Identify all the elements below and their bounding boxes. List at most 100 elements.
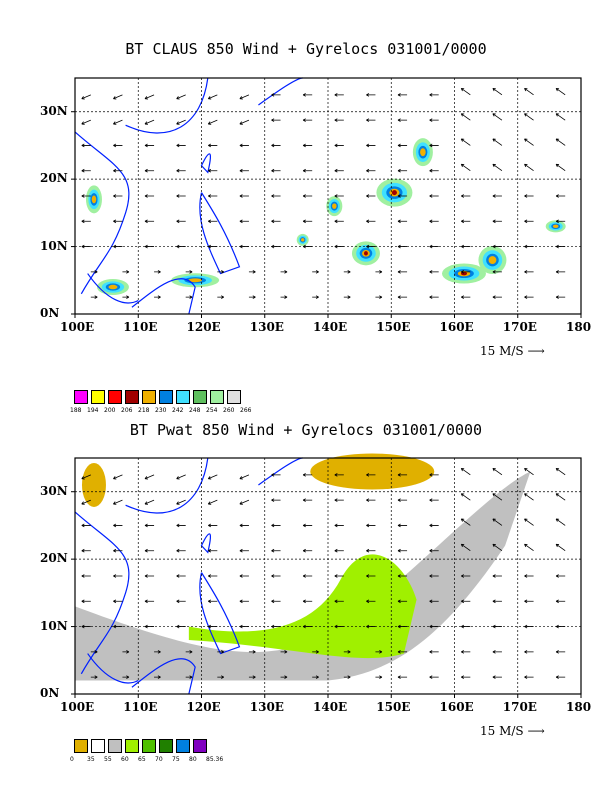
wind-arrow	[185, 675, 193, 679]
wind-arrow	[334, 219, 344, 224]
colorbar-label: 0	[70, 756, 74, 763]
wind-arrow	[113, 474, 123, 480]
wind-arrow	[154, 270, 161, 274]
colorbar-label: 85.36	[206, 756, 224, 763]
wind-arrow	[334, 599, 344, 604]
wind-arrow	[113, 523, 123, 528]
wind-arrow	[113, 168, 123, 173]
wind-arrow	[208, 599, 218, 604]
wind-arrow	[397, 295, 408, 299]
wind-arrow	[176, 119, 186, 125]
wind-arrow	[271, 118, 281, 122]
wind-arrow	[302, 574, 313, 578]
wind-scale-arrow-icon: ⟶	[527, 344, 545, 358]
wind-arrow	[176, 194, 186, 198]
coastlines	[74, 77, 303, 315]
dry-region	[310, 453, 435, 490]
wind-arrow	[334, 473, 344, 477]
wind-arrow	[271, 599, 281, 604]
wind-arrow	[271, 143, 281, 148]
panel2-wind-scale-label: 15 M/S ⟶	[480, 724, 545, 738]
colorbar-swatch	[193, 739, 207, 753]
wind-arrow	[492, 163, 503, 172]
wind-arrow	[81, 599, 91, 604]
wind-arrow	[492, 138, 503, 146]
wind-arrow	[312, 270, 319, 274]
wind-arrow	[154, 675, 161, 679]
wind-arrow	[397, 219, 408, 224]
wind-arrow	[185, 650, 193, 654]
wind-arrow	[366, 219, 376, 224]
wind-arrow	[154, 650, 161, 654]
wind-arrow	[461, 295, 471, 299]
cloud-cluster	[108, 284, 118, 290]
wind-arrow	[207, 119, 218, 125]
wind-arrow	[334, 168, 344, 173]
wind-arrow	[524, 194, 534, 198]
colorbar-label: 194	[87, 407, 99, 414]
taiwan-coast	[200, 533, 211, 554]
wind-arrow	[524, 87, 534, 96]
wind-arrow	[208, 523, 218, 528]
wind-arrow	[144, 574, 155, 578]
wind-arrow	[555, 194, 566, 198]
wind-arrow	[81, 548, 91, 553]
wind-arrow	[312, 295, 319, 299]
wind-arrow	[176, 499, 186, 505]
wind-arrow	[248, 675, 256, 679]
wind-arrow	[429, 498, 439, 502]
cloud-cluster	[188, 278, 202, 283]
wind-arrow	[207, 474, 218, 480]
cloud-cluster	[552, 224, 559, 229]
wind-arrow	[271, 574, 281, 578]
lon-label: 140E	[313, 700, 348, 714]
wind-arrow	[239, 119, 250, 125]
taiwan-coast	[200, 153, 211, 174]
wind-arrow	[366, 548, 376, 553]
wind-arrow	[113, 599, 123, 604]
wind-arrow	[555, 219, 566, 224]
wind-arrow	[429, 599, 439, 604]
wind-arrow	[460, 163, 471, 172]
colorbar-swatch	[125, 390, 139, 404]
wind-arrow	[366, 498, 376, 502]
cloud-cluster	[488, 256, 497, 264]
wind-arrow	[366, 194, 376, 198]
wind-arrow	[176, 523, 186, 528]
wind-arrow	[555, 163, 566, 172]
wind-arrow	[461, 574, 471, 578]
gridlines	[75, 78, 581, 314]
wind-arrow	[81, 94, 91, 100]
wind-arrow	[460, 467, 471, 476]
lon-label: 160E	[439, 700, 474, 714]
wind-arrow	[429, 473, 439, 477]
wind-arrow	[144, 599, 155, 604]
wind-arrow	[366, 599, 376, 604]
wind-arrow	[366, 574, 376, 578]
colorbar-label: 70	[155, 756, 163, 763]
wind-arrow	[208, 168, 218, 173]
wind-arrow	[81, 219, 91, 224]
wind-arrow	[271, 219, 281, 224]
wind-arrow	[492, 270, 502, 274]
wind-arrow	[208, 548, 218, 553]
wind-arrow	[524, 650, 534, 654]
wind-arrow	[239, 523, 249, 528]
wind-arrow	[239, 599, 249, 604]
wind-arrow	[302, 143, 313, 148]
wind-arrow	[144, 194, 155, 198]
wind-arrow	[397, 523, 408, 528]
wind-arrow	[460, 518, 471, 526]
colorbar-swatch	[159, 390, 173, 404]
lon-label: 160E	[439, 320, 474, 334]
wind-arrow	[302, 93, 313, 97]
wind-arrow	[271, 473, 281, 477]
wind-arrow	[460, 87, 471, 96]
wind-arrow	[185, 270, 193, 274]
lon-label: 120E	[186, 320, 221, 334]
lon-label: 170E	[502, 700, 537, 714]
wind-arrow	[176, 168, 186, 173]
wind-arrow	[429, 295, 439, 299]
wind-arrow	[334, 93, 344, 97]
lon-label: 180	[566, 700, 592, 714]
